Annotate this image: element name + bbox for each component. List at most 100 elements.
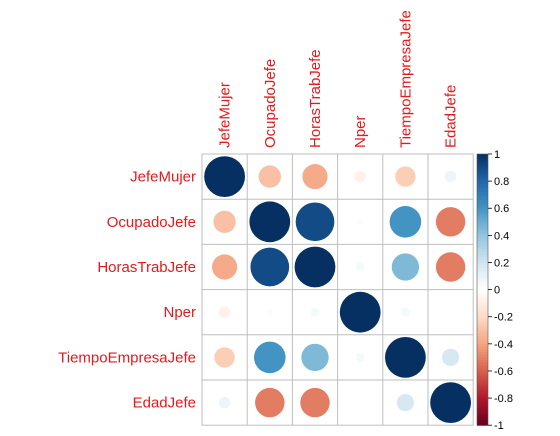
correlation-circle-EdadJefe-EdadJefe [430,382,471,423]
correlation-circle-Nper-TiempoEmpresaJefe [400,307,410,317]
colorbar-segment [477,254,488,258]
colorbar-segment [477,262,488,266]
colorbar-segment [477,286,488,291]
colorbar-segment [477,278,488,283]
colorbar-segment [477,202,488,207]
colorbar-segment [477,221,488,226]
colorbar-tick-label: 0 [494,285,500,297]
colorbar-segment [477,327,488,331]
column-label: JefeMujer [217,82,234,148]
correlation-circle-HorasTrabJefe-TiempoEmpresaJefe [391,253,420,281]
correlation-circle-EdadJefe-TiempoEmpresaJefe [396,393,415,412]
column-label: EdadJefe [443,85,460,148]
correlation-circle-Nper-OcupadoJefe [266,309,273,316]
colorbar-segment [477,392,488,396]
colorbar-segment [477,351,488,356]
colorbar-segment [477,257,488,261]
colorbar-tick-label: 0.6 [494,203,509,215]
correlation-circle-OcupadoJefe-EdadJefe [435,207,466,237]
colorbar-segment [477,219,488,223]
colorbar-segment [477,305,488,310]
correlation-circle-JefeMujer-OcupadoJefe [258,165,281,188]
colorbar-segment [477,270,488,274]
correlation-circle-TiempoEmpresaJefe-EdadJefe [441,348,460,367]
colorbar-segment [477,265,488,269]
colorbar-segment [477,235,488,239]
colorbar-tick-label: 0.4 [494,230,509,242]
colorbar-tick-label: 0.2 [494,257,509,269]
colorbar-segment [477,379,488,383]
colorbar-segment [477,349,488,353]
colorbar-segment [477,311,488,315]
colorbar-segment [477,411,488,415]
row-label: JefeMujer [130,169,196,186]
colorbar-segment [477,208,488,212]
colorbar-segment [477,259,488,264]
colorbar-segment [477,200,488,204]
correlation-circle-OcupadoJefe-JefeMujer [213,210,236,233]
colorbar-segment [477,354,488,358]
colorbar-segment [477,314,488,318]
colorbar-tick-label: -1 [494,420,504,432]
colorbar-segment [477,389,488,394]
correlation-circle-JefeMujer-TiempoEmpresaJefe [395,166,416,187]
colorbar-segment [477,362,488,367]
colorbar-segment [477,186,488,190]
colorbar-segment [477,365,488,369]
colorbar-segment [477,303,488,307]
correlation-circle-HorasTrabJefe-HorasTrabJefe [294,246,336,288]
colorbar-segment [477,194,488,198]
correlation-circle-EdadJefe-Nper [358,400,363,405]
colorbar-segment [477,387,488,391]
colorbar-segment [477,346,488,350]
colorbar-segment [477,316,488,321]
column-label: HorasTrabJefe [307,49,324,148]
colorbar-segment [477,205,488,209]
colorbar-segment [477,373,488,377]
correlation-circles [204,156,471,423]
correlation-circle-HorasTrabJefe-Nper [355,262,365,272]
colorbar-segment [477,292,488,296]
colorbar-segment [477,422,488,426]
colorbar-segment [477,238,488,242]
colorbar-segment [477,343,488,348]
colorbar-segment [477,295,488,299]
colorbar-segment [477,181,488,185]
correlation-circle-TiempoEmpresaJefe-OcupadoJefe [253,341,286,374]
correlation-circle-JefeMujer-HorasTrabJefe [302,164,328,190]
row-label: EdadJefe [133,395,196,412]
colorbar-segment [477,300,488,304]
colorbar-segment [477,216,488,220]
correlation-circle-EdadJefe-HorasTrabJefe [300,387,330,418]
colorbar-segment [477,210,488,215]
colorbar-segment [477,251,488,255]
colorbar-segment [477,246,488,250]
colorbar-tick-label: -0.2 [494,312,513,324]
colorbar-segment [477,406,488,410]
correlation-circle-OcupadoJefe-OcupadoJefe [249,201,291,243]
colorbar-segment [477,172,488,177]
colorbar-segment [477,322,488,326]
correlation-circle-OcupadoJefe-Nper [357,218,364,225]
row-label: TiempoEmpresaJefe [58,349,196,366]
colorbar-segment [477,289,488,293]
colorbar-segment [477,376,488,380]
colorbar-segment [477,248,488,253]
colorbar-segment [477,213,488,217]
correlation-circle-HorasTrabJefe-JefeMujer [212,254,238,280]
colorbar-segment [477,243,488,247]
correlation-circle-Nper-Nper [339,291,381,333]
correlation-circle-TiempoEmpresaJefe-HorasTrabJefe [301,343,329,372]
color-legend: 1 0.8 0.6 0.4 0.2 0 -0.2 -0.4 -0.6 -0.8 -1 [476,149,513,432]
colorbar-segment [477,167,488,171]
correlation-circle-JefeMujer-EdadJefe [444,170,457,183]
colorbar-segment [477,419,488,424]
column-label: OcupadoJefe [262,59,279,148]
colorbar-tick-label: 1 [494,149,500,161]
colorbar-segment [477,154,488,158]
colorbar-segment [477,368,488,372]
colorbar-segment [477,170,488,174]
colorbar-segment [477,381,488,386]
colorbar-segment [477,240,488,245]
